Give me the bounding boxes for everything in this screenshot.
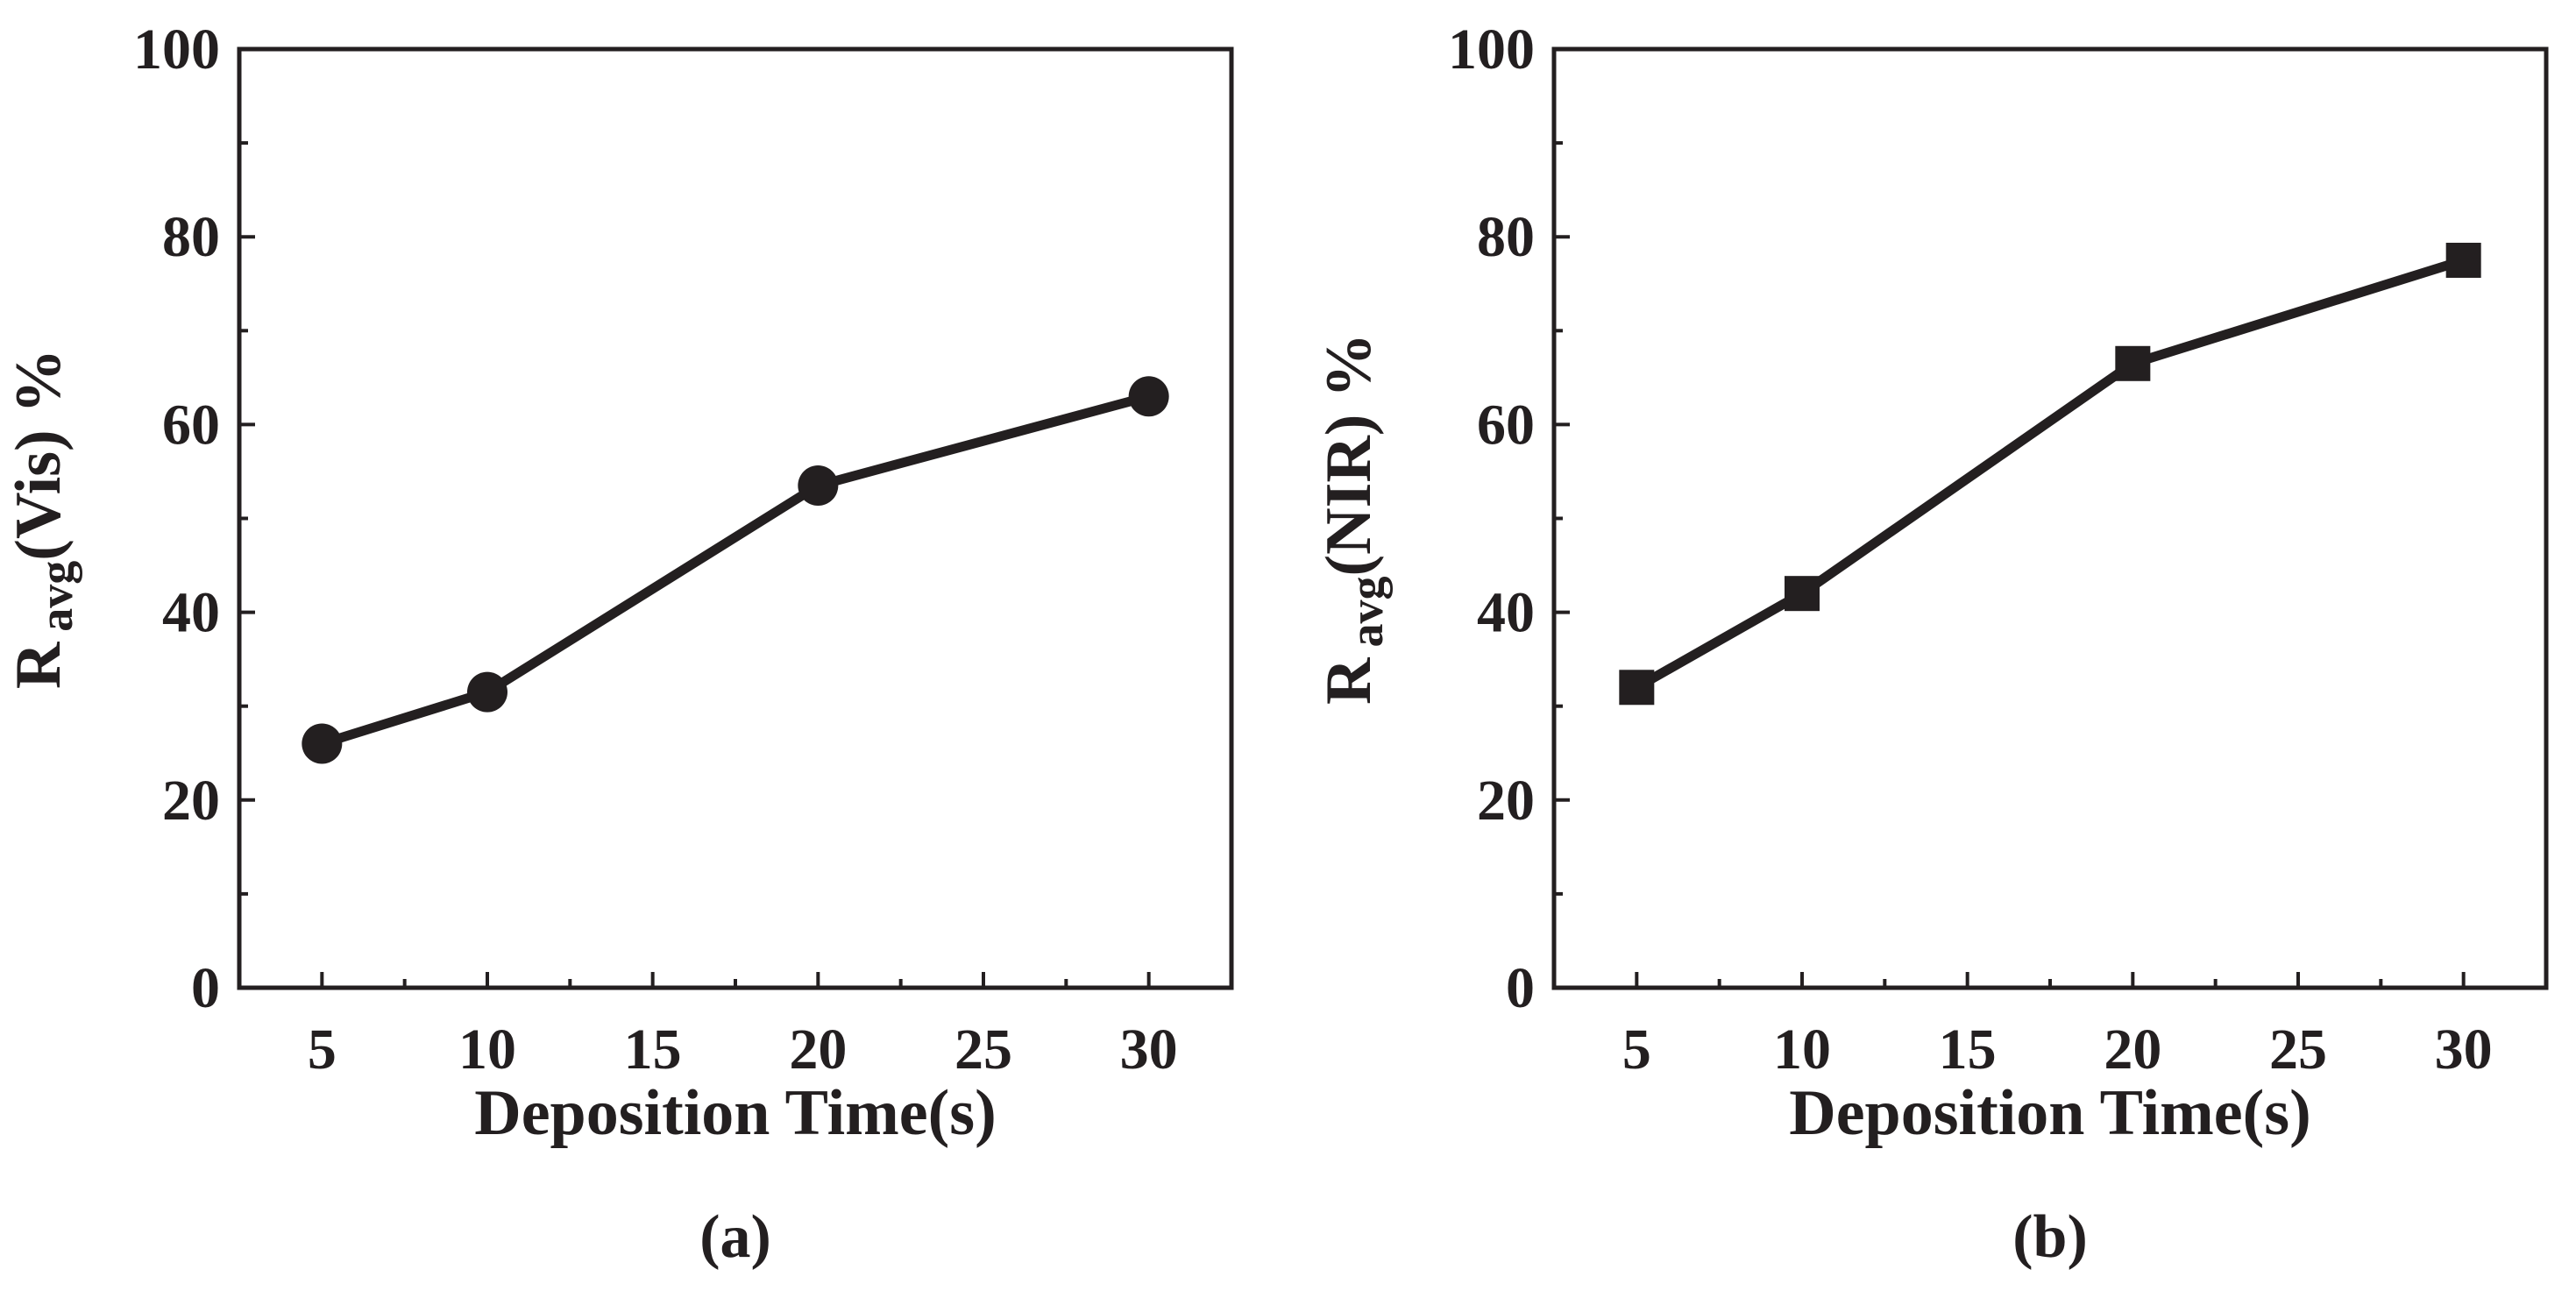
y-axis-title-rest: (Vis) % [3, 349, 75, 561]
y-axis-title-sub: avg [1340, 577, 1393, 648]
x-tick-label: 30 [2435, 1018, 2493, 1082]
y-tick-label: 100 [133, 18, 220, 82]
y-axis-title-main: R [1313, 656, 1385, 705]
x-tick-label: 15 [1939, 1018, 1997, 1082]
x-tick-label: 25 [954, 1018, 1012, 1082]
y-tick-label: 80 [1477, 205, 1535, 269]
x-tick-label: 5 [1622, 1018, 1651, 1082]
plot-frame [237, 46, 1234, 990]
data-point [302, 723, 343, 764]
y-tick-label: 60 [1477, 393, 1535, 457]
y-tick-label: 0 [1506, 956, 1535, 1020]
x-tick-label: 15 [624, 1018, 682, 1082]
data-point [1128, 376, 1169, 417]
y-axis-title-rest: (NIR) % [1313, 333, 1385, 576]
x-tick-label: 5 [308, 1018, 337, 1082]
panel-label: (a) [699, 1203, 771, 1271]
x-axis-title: Deposition Time(s) [1789, 1077, 2310, 1149]
x-tick-label: 30 [1120, 1018, 1178, 1082]
data-point [2445, 242, 2481, 278]
y-axis-title: Ravg(Vis) % [3, 349, 82, 689]
y-tick-label: 80 [162, 205, 220, 269]
x-tick-label: 10 [458, 1018, 516, 1082]
series-line [1634, 255, 2466, 692]
y-tick-label: 40 [162, 581, 220, 645]
x-axis-title: Deposition Time(s) [474, 1077, 996, 1149]
y-axis-title-sub: avg [30, 561, 82, 632]
data-point [798, 465, 839, 507]
x-tick-label: 20 [2104, 1018, 2161, 1082]
y-axis-title-main: R [3, 641, 75, 689]
panel-b: 0 20 40 60 80 100 5 10 15 20 25 30 Deposition Time(s… [1313, 18, 2549, 1271]
y-tick-label: 40 [1477, 581, 1535, 645]
data-point [1619, 670, 1655, 706]
x-tick-label: 20 [789, 1018, 847, 1082]
y-tick-label: 20 [1477, 769, 1535, 833]
y-tick-label: 20 [162, 769, 220, 833]
data-point [467, 671, 507, 713]
panel-a: 0 20 40 60 80 100 5 10 15 20 25 30 Deposition Time(s… [3, 18, 1234, 1271]
series-line [320, 391, 1151, 748]
panel-label: (b) [2012, 1203, 2088, 1271]
x-tick-label: 10 [1773, 1018, 1831, 1082]
data-point [2115, 345, 2151, 381]
data-point [1785, 576, 1820, 612]
y-tick-label: 60 [162, 393, 220, 457]
y-tick-label: 0 [191, 956, 220, 1020]
x-tick-label: 25 [2269, 1018, 2327, 1082]
y-tick-label: 100 [1448, 18, 1535, 82]
y-axis-title: Ravg(NIR) % [1313, 333, 1393, 705]
plot-frame [1551, 46, 2549, 990]
